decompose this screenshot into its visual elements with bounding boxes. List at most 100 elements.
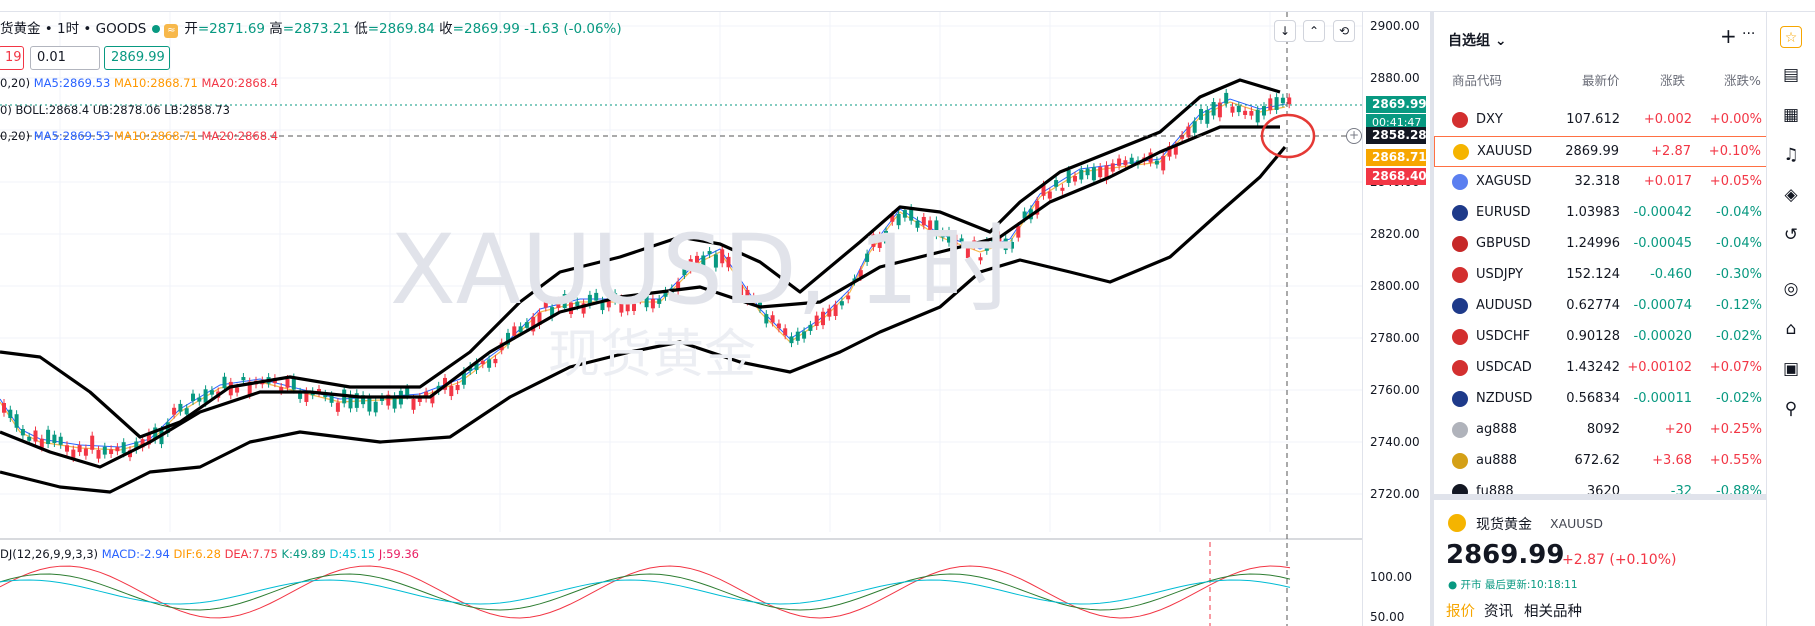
watchlist-row[interactable]: USDJPY 152.124 -0.460 -0.30%: [1434, 260, 1770, 291]
history-icon[interactable]: ↺: [1783, 225, 1799, 245]
candle-body: [449, 385, 454, 397]
candle-body: [191, 393, 195, 401]
watchlist-row[interactable]: USDCAD 1.43242 +0.00102 +0.07%: [1434, 353, 1770, 384]
symbol-flag-icon: [1452, 267, 1468, 283]
symbol-title[interactable]: 货黄金 • 1时 • GOODS: [0, 21, 147, 37]
price-tick: 2760.00: [1370, 383, 1420, 397]
watchlist-title[interactable]: 自选组 ⌄: [1448, 33, 1507, 49]
notes-icon[interactable]: ▤: [1782, 65, 1800, 85]
row-last: 1.03983: [1566, 205, 1620, 220]
spread-box: 0.01: [30, 46, 100, 70]
row-symbol: GBPUSD: [1476, 236, 1531, 251]
watchlist-icon[interactable]: ☆: [1780, 26, 1802, 48]
candle-body: [1192, 121, 1197, 133]
macd-kdj-legend[interactable]: DJ(12,26,9,9,3,3) MACD:-2.94 DIF:6.28 DE…: [0, 547, 420, 561]
col-header-pct[interactable]: 涨跌%: [1724, 73, 1761, 88]
ma20-price-tag: 2868.40: [1366, 168, 1427, 185]
candle-body: [178, 403, 183, 412]
expand-button[interactable]: ⌃: [1303, 20, 1325, 42]
row-symbol: XAUUSD: [1477, 144, 1533, 159]
row-last: 1.24996: [1566, 236, 1620, 251]
row-pct: -0.04%: [1716, 205, 1762, 220]
share-icon[interactable]: ⚲: [1784, 399, 1798, 419]
symbol-flag-icon: [1452, 298, 1468, 314]
row-change: -0.00042: [1633, 205, 1692, 220]
row-change: -0.00020: [1633, 329, 1692, 344]
watchlist-row[interactable]: EURUSD 1.03983 -0.00042 -0.04%: [1434, 198, 1770, 229]
watchlist-row[interactable]: NZDUSD 0.56834 -0.00011 -0.02%: [1434, 384, 1770, 415]
calendar-icon[interactable]: ▦: [1782, 105, 1800, 125]
watchlist-row[interactable]: XAGUSD 32.318 +0.017 +0.05%: [1434, 167, 1770, 198]
education-icon[interactable]: ⌂: [1785, 319, 1797, 339]
tab-related[interactable]: 相关品种: [1524, 604, 1582, 620]
change-value: -1.63 (-0.06%): [524, 21, 622, 37]
row-last: 152.124: [1566, 267, 1620, 282]
candle-body: [386, 394, 391, 406]
watchlist-row[interactable]: XAUUSD 2869.99 +2.87 +0.10%: [1434, 136, 1770, 167]
sell-button[interactable]: 19: [0, 46, 24, 70]
candle-body: [991, 239, 996, 246]
candle-body: [1098, 167, 1103, 178]
candle-body: [600, 300, 605, 311]
boll-legend[interactable]: 0) BOLL:2868.4 UB:2878.06 LB:2858.73: [0, 103, 230, 117]
watchlist-row[interactable]: DXY 107.612 +0.002 +0.00%: [1434, 105, 1770, 136]
row-pct: +0.00%: [1709, 112, 1762, 127]
col-header-last[interactable]: 最新价: [1582, 73, 1620, 88]
kdj-d-line: [0, 579, 1291, 605]
ma-legend-2[interactable]: 0,20) MA5:2869.53 MA10:2868.71 MA20:2868…: [0, 129, 279, 143]
candle-body: [915, 220, 920, 228]
candle-body: [745, 289, 750, 302]
table-icon[interactable]: ▣: [1782, 359, 1800, 379]
watchlist-row[interactable]: au888 672.62 +3.68 +0.55%: [1434, 446, 1770, 477]
price-axis[interactable]: [1362, 12, 1428, 626]
scroll-down-button[interactable]: ↓: [1274, 20, 1296, 42]
layers-icon[interactable]: ◈: [1784, 185, 1798, 205]
crosshair-add-icon[interactable]: +: [1346, 128, 1362, 144]
tab-news[interactable]: 资讯: [1484, 604, 1513, 620]
chart-area[interactable]: XAUUSD, 1时 现货黄金: [0, 12, 1428, 626]
candle-body: [1117, 158, 1122, 166]
candle-body: [109, 449, 114, 455]
candle-body: [65, 445, 69, 452]
candle-body: [361, 395, 366, 405]
candle-body: [33, 430, 38, 442]
candle-body: [764, 314, 769, 324]
price-chart[interactable]: [0, 12, 1428, 626]
watchlist-row[interactable]: AUDUSD 0.62774 -0.00074 -0.12%: [1434, 291, 1770, 322]
candle-body: [707, 251, 712, 255]
radar-icon[interactable]: ◎: [1783, 279, 1799, 299]
watchlist-row[interactable]: ag888 8092 +20 +0.25%: [1434, 415, 1770, 446]
tab-quote[interactable]: 报价: [1446, 604, 1475, 620]
candle-body: [1104, 165, 1109, 181]
row-change: -0.00074: [1633, 298, 1692, 313]
col-header-change[interactable]: 涨跌: [1660, 73, 1686, 88]
compare-icon[interactable]: ≈: [164, 24, 179, 38]
col-header-symbol[interactable]: 商品代码: [1452, 73, 1503, 88]
candle-body: [430, 394, 435, 404]
candle-body: [770, 315, 775, 323]
candle-body: [417, 396, 422, 403]
price-tick: 2880.00: [1370, 71, 1420, 85]
kdj-k-line: [0, 573, 1291, 611]
candle-body: [1211, 102, 1216, 116]
candle-body: [877, 235, 882, 248]
candle-body: [1268, 98, 1273, 111]
candle-body: [701, 255, 706, 271]
watchlist-row[interactable]: USDCHF 0.90128 -0.00020 -0.02%: [1434, 322, 1770, 353]
refresh-button[interactable]: ⟲: [1333, 20, 1355, 42]
candle-body: [146, 432, 151, 445]
candle-body: [575, 301, 580, 307]
close-value: =2869.99: [452, 21, 520, 37]
alert-bell-icon[interactable]: ♫: [1783, 145, 1799, 165]
add-symbol-icon[interactable]: +: [1720, 24, 1737, 48]
candle-body: [367, 397, 372, 412]
more-icon[interactable]: ···: [1742, 26, 1756, 42]
symbol-flag-icon: [1452, 391, 1468, 407]
candle-body: [96, 449, 101, 459]
candle-body: [228, 381, 233, 396]
candle-body: [814, 315, 819, 326]
buy-button[interactable]: 2869.99: [104, 46, 170, 70]
watchlist-row[interactable]: GBPUSD 1.24996 -0.00045 -0.04%: [1434, 229, 1770, 260]
row-change: +0.017: [1643, 174, 1692, 189]
ma-legend-1[interactable]: 0,20) MA5:2869.53 MA10:2868.71 MA20:2868…: [0, 76, 279, 90]
